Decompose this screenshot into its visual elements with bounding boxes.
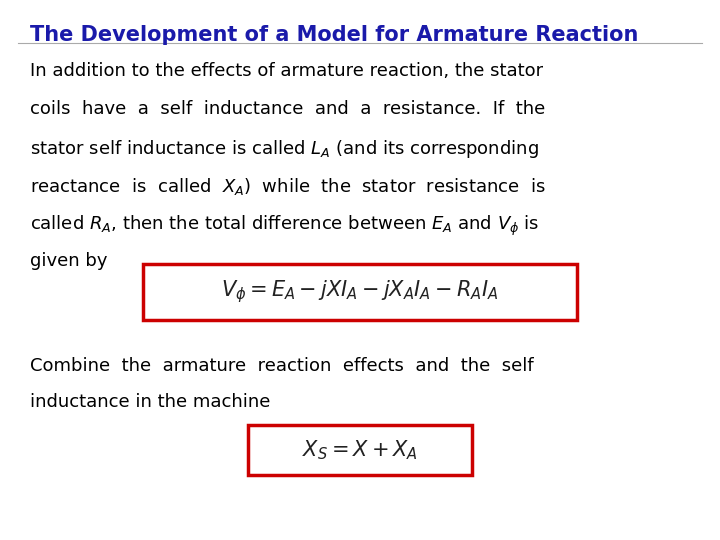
Text: coils  have  a  self  inductance  and  a  resistance.  If  the: coils have a self inductance and a resis… bbox=[30, 100, 545, 118]
Text: In addition to the effects of armature reaction, the stator: In addition to the effects of armature r… bbox=[30, 62, 543, 80]
Text: $X_S = X + X_A$: $X_S = X + X_A$ bbox=[302, 438, 418, 462]
Text: stator self inductance is called $L_A$ (and its corresponding: stator self inductance is called $L_A$ (… bbox=[30, 138, 539, 160]
Text: called $R_A$, then the total difference between $E_A$ and $V_\phi$ is: called $R_A$, then the total difference … bbox=[30, 214, 539, 238]
Text: The Development of a Model for Armature Reaction: The Development of a Model for Armature … bbox=[30, 25, 639, 45]
Text: inductance in the machine: inductance in the machine bbox=[30, 393, 271, 411]
FancyBboxPatch shape bbox=[248, 425, 472, 475]
Text: Combine  the  armature  reaction  effects  and  the  self: Combine the armature reaction effects an… bbox=[30, 357, 534, 375]
Text: $V_{\phi} = E_A - jXI_A - jX_AI_A - R_AI_A$: $V_{\phi} = E_A - jXI_A - jX_AI_A - R_AI… bbox=[221, 279, 499, 306]
Text: given by: given by bbox=[30, 252, 107, 270]
FancyBboxPatch shape bbox=[143, 264, 577, 320]
Text: reactance  is  called  $X_A$)  while  the  stator  resistance  is: reactance is called $X_A$) while the sta… bbox=[30, 176, 546, 197]
